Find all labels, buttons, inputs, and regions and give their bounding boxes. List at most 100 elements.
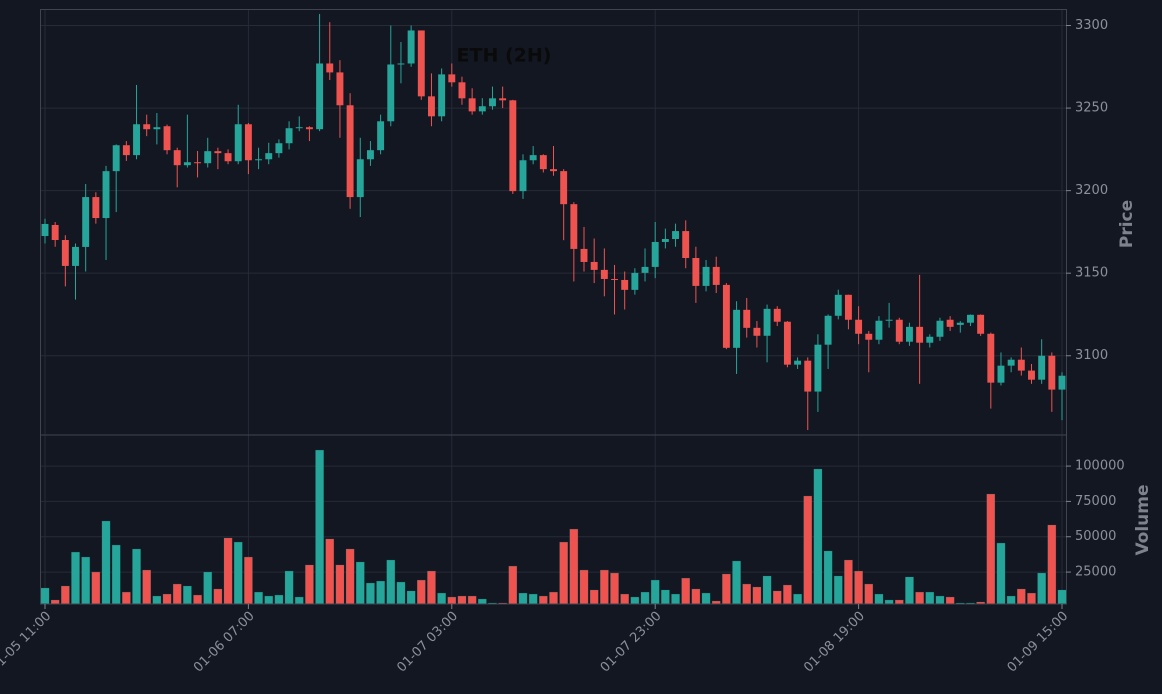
candle-body — [743, 309, 751, 328]
candle-body — [417, 30, 425, 97]
volume-bar — [233, 541, 243, 605]
volume-bar — [101, 520, 111, 605]
candle-body — [712, 266, 720, 285]
volume-bar — [691, 588, 701, 605]
candle-body — [244, 124, 252, 161]
candle-body — [336, 72, 344, 106]
y-tick-label: 3150 — [1075, 266, 1108, 281]
candle-body — [377, 121, 385, 151]
candle-body — [478, 106, 486, 112]
volume-bar — [854, 570, 863, 605]
candle-body — [733, 309, 741, 348]
candle-body — [651, 241, 659, 267]
candle-body — [946, 319, 954, 327]
volume-bar — [661, 589, 670, 605]
volume-bar — [254, 591, 263, 605]
volume-bar — [427, 570, 436, 605]
volume-bar — [264, 595, 274, 605]
candle-body — [763, 308, 771, 336]
volume-bar — [681, 577, 691, 605]
candle-body — [468, 98, 476, 112]
candle-body — [885, 319, 893, 321]
volume-bar — [986, 493, 996, 605]
candle-body — [61, 239, 69, 266]
candle-body — [326, 63, 334, 73]
volume-bar — [894, 599, 904, 605]
volume-bar — [701, 592, 711, 605]
candle-body — [956, 322, 964, 325]
candle-body — [783, 321, 791, 365]
candle-body — [133, 124, 140, 156]
candle-body — [967, 314, 974, 323]
candle-body — [834, 294, 842, 316]
volume-bar — [91, 571, 101, 605]
candle-body — [773, 308, 781, 322]
candle-body — [590, 261, 598, 270]
volume-bar — [864, 583, 874, 605]
y-tick-label: 3300 — [1075, 18, 1108, 33]
volume-bar — [396, 581, 406, 605]
candle-body — [560, 171, 568, 205]
candle-body — [346, 105, 354, 198]
y-tick-label: 3200 — [1075, 183, 1108, 198]
volume-bar — [437, 592, 446, 605]
candle-body — [458, 82, 466, 99]
candle-body — [194, 162, 202, 164]
candle-body — [804, 360, 812, 392]
candle-body — [305, 127, 313, 130]
candle-body — [92, 197, 100, 219]
volume-bar — [345, 548, 355, 605]
volume-bar — [406, 590, 416, 605]
volume-bar — [172, 583, 182, 605]
volume-bar — [742, 583, 752, 605]
volume-bar — [122, 591, 131, 605]
candle-body — [1058, 375, 1066, 390]
volume-bar — [884, 599, 894, 605]
candle-body — [865, 333, 873, 340]
candle-body — [143, 124, 151, 130]
candle-body — [41, 223, 49, 237]
volume-bar — [274, 594, 284, 605]
candle-body — [692, 257, 700, 286]
candle-body — [122, 145, 130, 156]
volume-bar — [925, 591, 935, 605]
candle-body — [112, 145, 120, 172]
volume-bar — [315, 449, 324, 605]
volume-tick-label: 75000 — [1075, 494, 1116, 509]
candle-body — [824, 315, 832, 345]
volume-bar — [762, 575, 772, 605]
volume-bar — [1047, 524, 1057, 605]
volume-bar — [1027, 592, 1036, 605]
y-tick-label: 3100 — [1075, 348, 1108, 363]
candle-body — [631, 272, 639, 290]
volume-axis-label: Volume — [1133, 484, 1153, 555]
candle-body — [600, 269, 608, 279]
candle-body — [428, 96, 435, 117]
volume-bar — [752, 586, 762, 605]
volume-bar — [823, 550, 833, 605]
volume-bar — [477, 598, 487, 605]
candle-body — [204, 151, 212, 164]
candle-body — [51, 224, 59, 240]
volume-bar — [193, 594, 202, 605]
volume-bar — [284, 570, 294, 605]
volume-bar — [996, 542, 1006, 605]
volume-bar — [244, 556, 253, 605]
candle-body — [509, 100, 517, 192]
volume-bar — [294, 596, 304, 605]
volume-bar — [467, 595, 477, 605]
candle-body — [489, 98, 496, 107]
volume-bar — [793, 593, 802, 605]
volume-bar — [874, 593, 884, 605]
candle-body — [905, 326, 913, 342]
candle-body — [255, 159, 263, 161]
volume-bar — [50, 599, 60, 605]
volume-bar — [722, 573, 731, 605]
candle-body — [102, 171, 110, 219]
volume-bar — [650, 579, 660, 605]
volume-bar — [671, 593, 680, 605]
volume-bar — [803, 495, 813, 605]
volume-bar — [915, 591, 924, 605]
volume-bar — [508, 565, 518, 605]
candle-body — [1048, 355, 1056, 390]
